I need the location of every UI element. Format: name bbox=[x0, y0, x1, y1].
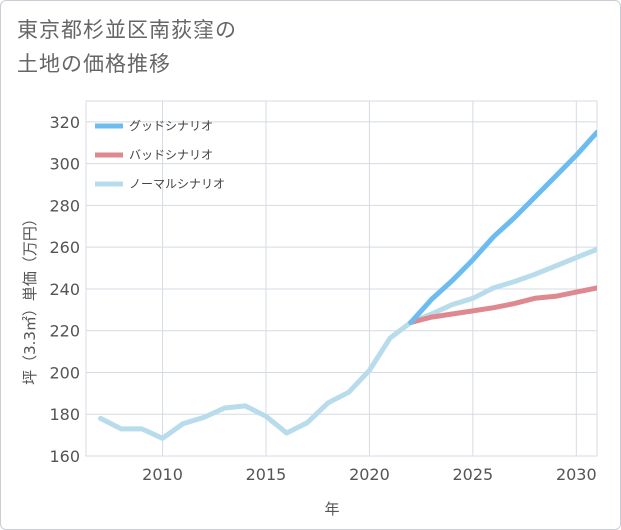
x-tick-label: 2015 bbox=[246, 465, 287, 484]
y-tick-label: 280 bbox=[49, 196, 80, 215]
x-axis-ticks: 2010 2015 2020 2025 2030 bbox=[142, 465, 596, 484]
y-tick-label: 300 bbox=[49, 155, 80, 174]
y-tick-label: 160 bbox=[49, 447, 80, 466]
legend-label-2: ノーマルシナリオ bbox=[129, 177, 225, 191]
x-axis-title: 年 bbox=[324, 500, 339, 518]
chart-title-line-2: 土地の価格推移 bbox=[17, 52, 171, 76]
x-tick-label: 2025 bbox=[453, 465, 494, 484]
y-tick-label: 240 bbox=[49, 280, 80, 299]
series-line-1 bbox=[408, 285, 597, 325]
x-tick-label: 2020 bbox=[349, 465, 390, 484]
series-lines bbox=[98, 129, 597, 441]
chart-title-line-1: 東京都杉並区南荻窪の bbox=[17, 18, 237, 42]
series-line-2 bbox=[98, 246, 597, 441]
y-tick-label: 320 bbox=[49, 113, 80, 132]
legend-label-0: グッドシナリオ bbox=[129, 119, 213, 133]
y-tick-label: 260 bbox=[49, 238, 80, 257]
y-tick-label: 220 bbox=[49, 322, 80, 341]
x-tick-label: 2010 bbox=[142, 465, 183, 484]
y-tick-label: 180 bbox=[49, 405, 80, 424]
y-tick-label: 200 bbox=[49, 363, 80, 382]
legend-label-1: バッドシナリオ bbox=[129, 148, 213, 162]
chart-title: 東京都杉並区南荻窪の 土地の価格推移 bbox=[17, 13, 237, 81]
grid-lines bbox=[85, 100, 598, 457]
series-line-0 bbox=[408, 129, 597, 325]
y-axis-ticks: 160 180 200 220 240 260 280 300 320 bbox=[49, 113, 80, 466]
x-tick-label: 2030 bbox=[556, 465, 597, 484]
y-axis-title: 坪（3.3㎡）単価（万円） bbox=[21, 211, 39, 385]
